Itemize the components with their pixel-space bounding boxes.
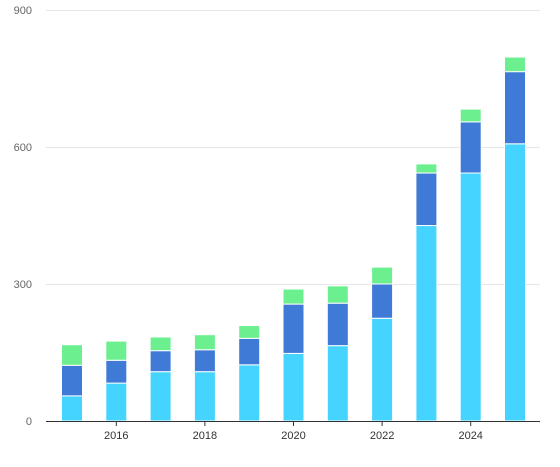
bar-segment (326, 345, 349, 422)
gridlines (46, 10, 540, 285)
x-axis-ticks (115, 421, 472, 426)
bar-segment (193, 371, 216, 422)
x-tick-label: 2018 (193, 430, 217, 442)
y-tick-label: 300 (14, 279, 32, 291)
x-tick-label: 2022 (370, 430, 394, 442)
bar-segment (193, 349, 216, 373)
bar-segment (238, 337, 261, 366)
bar-segment (105, 382, 128, 422)
y-tick-label: 900 (14, 5, 32, 17)
bar-segment (238, 364, 261, 422)
bar-segment (105, 359, 128, 384)
bar-segment (371, 283, 394, 319)
y-tick-label: 0 (26, 416, 32, 428)
y-axis-tick-labels: 0 300 600 900 (14, 5, 32, 428)
bar-segment (282, 303, 305, 354)
bar-segment (61, 364, 83, 397)
bars (61, 56, 526, 422)
bar-segment (504, 56, 526, 73)
bar-segment (504, 71, 526, 145)
bar-segment (371, 266, 394, 285)
bar-segment (149, 350, 172, 373)
bar-segment (282, 288, 305, 305)
bar-segment (326, 302, 349, 347)
bar-segment (61, 395, 83, 422)
y-tick-label: 600 (14, 142, 32, 154)
bar-segment (415, 172, 438, 227)
bar-segment (415, 225, 438, 422)
x-tick-label: 2020 (281, 430, 305, 442)
bar-segment (193, 334, 216, 351)
x-tick-label: 2016 (104, 430, 128, 442)
bar-segment (282, 352, 305, 422)
x-tick-label: 2024 (458, 430, 482, 442)
bar-segment (149, 336, 172, 352)
bar-segment (238, 325, 261, 339)
bar-segment (459, 121, 482, 174)
bar-segment (504, 143, 526, 422)
bar-segment (459, 172, 482, 422)
bar-segment (149, 371, 172, 422)
bar-segment (459, 108, 482, 123)
bar-segment (415, 163, 438, 174)
bar-segment (105, 340, 128, 361)
bar-segment (61, 344, 83, 366)
x-axis-tick-labels: 2016 2018 2020 2022 2024 (104, 430, 483, 442)
bar-segment (326, 285, 349, 304)
bar-segment (371, 317, 394, 422)
